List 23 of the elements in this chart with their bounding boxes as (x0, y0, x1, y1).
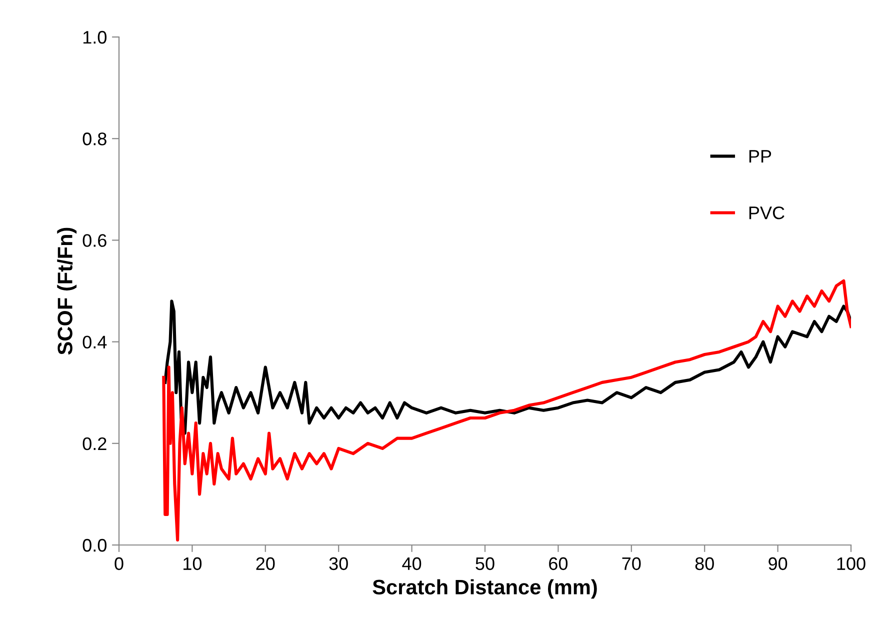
y-tick-label: 0.0 (82, 538, 106, 552)
line-series (162, 279, 851, 542)
y-tick-label: 0.4 (82, 336, 107, 349)
x-tick-label: 100 (837, 557, 866, 570)
x-tick-label: 10 (184, 557, 202, 570)
x-tick-label: 30 (329, 557, 348, 570)
y-tick-label: 0.8 (82, 132, 106, 146)
x-tick-label: 20 (256, 557, 275, 570)
x-tick-label: 60 (549, 557, 568, 570)
legend-label: PP (749, 150, 772, 163)
legend-label: PVC (749, 206, 784, 220)
x-tick-label: 80 (695, 557, 714, 570)
x-tick-label: 0 (114, 557, 124, 570)
y-tick-label: 0.6 (82, 234, 106, 247)
x-tick-label: 40 (402, 557, 422, 570)
x-axis-title: Scratch Distance (mm) (372, 579, 597, 599)
y-tick-label: 0.2 (82, 437, 106, 450)
x-tick-label: 50 (476, 557, 494, 570)
x-tick-label: 70 (622, 557, 641, 570)
y-tick-label: 1.0 (83, 30, 106, 44)
y-axis-title: SCOF (Ft/Fn) (57, 228, 77, 355)
line-series (164, 300, 851, 435)
x-tick-label: 90 (768, 557, 788, 570)
